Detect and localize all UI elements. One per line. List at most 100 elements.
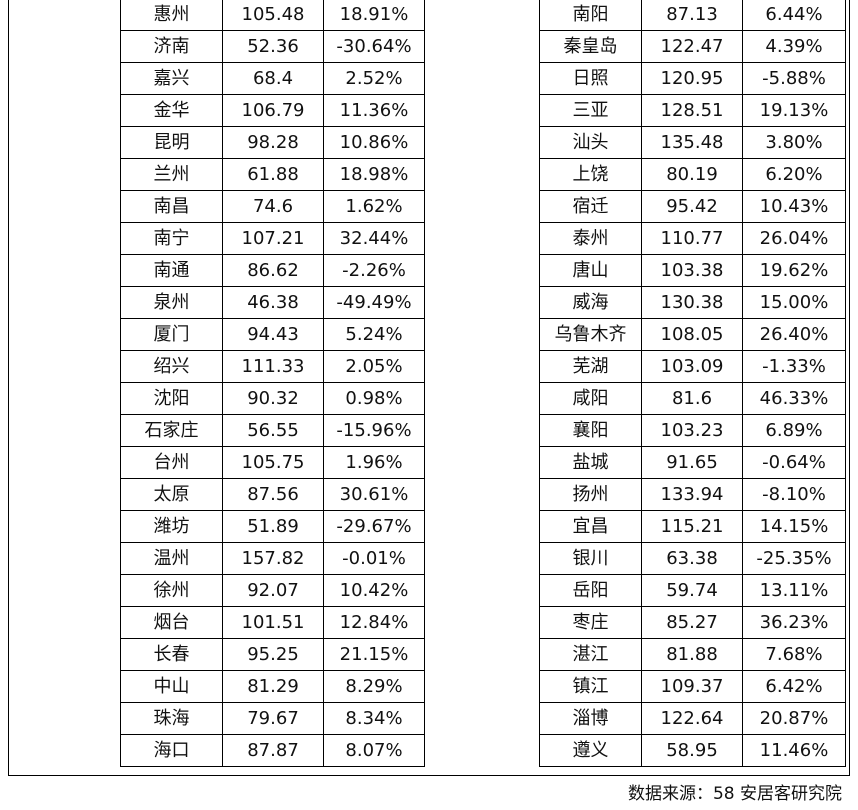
change-cell: -0.64% xyxy=(742,446,846,479)
city-cell: 南通 xyxy=(120,254,223,287)
price-cell: 110.77 xyxy=(641,222,743,255)
change-cell: 11.46% xyxy=(742,734,846,767)
city-cell: 嘉兴 xyxy=(120,62,223,95)
price-cell: 98.28 xyxy=(222,126,324,159)
table-row: 石家庄 56.55 -15.96% xyxy=(120,414,425,447)
data-source-note: 数据来源：58 安居客研究院 xyxy=(627,784,842,804)
table-frame xyxy=(8,0,850,776)
price-cell: 111.33 xyxy=(222,350,324,383)
change-cell: 0.98% xyxy=(323,382,425,415)
change-cell: 4.39% xyxy=(742,30,846,63)
price-cell: 92.07 xyxy=(222,574,324,607)
table-row: 襄阳 103.23 6.89% xyxy=(539,414,846,447)
table-row: 南宁 107.21 32.44% xyxy=(120,222,425,255)
city-cell: 昆明 xyxy=(120,126,223,159)
city-cell: 南宁 xyxy=(120,222,223,255)
table-row: 盐城 91.65 -0.64% xyxy=(539,446,846,479)
table-row: 上饶 80.19 6.20% xyxy=(539,158,846,191)
table-row: 乌鲁木齐 108.05 26.40% xyxy=(539,318,846,351)
city-cell: 三亚 xyxy=(539,94,642,127)
change-cell: 14.15% xyxy=(742,510,846,543)
change-cell: 6.20% xyxy=(742,158,846,191)
price-cell: 87.87 xyxy=(222,734,324,767)
change-cell: 21.15% xyxy=(323,638,425,671)
table-row: 烟台 101.51 12.84% xyxy=(120,606,425,639)
change-cell: 10.43% xyxy=(742,190,846,223)
table-row: 威海 130.38 15.00% xyxy=(539,286,846,319)
price-cell: 87.56 xyxy=(222,478,324,511)
change-cell: 6.89% xyxy=(742,414,846,447)
price-cell: 85.27 xyxy=(641,606,743,639)
city-cell: 徐州 xyxy=(120,574,223,607)
change-cell: 19.13% xyxy=(742,94,846,127)
city-cell: 金华 xyxy=(120,94,223,127)
price-cell: 95.25 xyxy=(222,638,324,671)
price-cell: 133.94 xyxy=(641,478,743,511)
table-row: 芜湖 103.09 -1.33% xyxy=(539,350,846,383)
city-cell: 遵义 xyxy=(539,734,642,767)
city-cell: 珠海 xyxy=(120,702,223,735)
city-cell: 威海 xyxy=(539,286,642,319)
table-row: 扬州 133.94 -8.10% xyxy=(539,478,846,511)
city-cell: 沈阳 xyxy=(120,382,223,415)
change-cell: -0.01% xyxy=(323,542,425,575)
price-cell: 128.51 xyxy=(641,94,743,127)
table-row: 南昌 74.6 1.62% xyxy=(120,190,425,223)
city-cell: 上饶 xyxy=(539,158,642,191)
change-cell: 11.36% xyxy=(323,94,425,127)
price-cell: 86.62 xyxy=(222,254,324,287)
price-cell: 90.32 xyxy=(222,382,324,415)
city-table-left: 惠州 105.48 18.91% 济南 52.36 -30.64% 嘉兴 68.4 2.52% 金… xyxy=(120,0,425,767)
change-cell: 5.24% xyxy=(323,318,425,351)
table-row: 泉州 46.38 -49.49% xyxy=(120,286,425,319)
city-cell: 济南 xyxy=(120,30,223,63)
change-cell: 19.62% xyxy=(742,254,846,287)
change-cell: 1.96% xyxy=(323,446,425,479)
table-row: 温州 157.82 -0.01% xyxy=(120,542,425,575)
price-cell: 120.95 xyxy=(641,62,743,95)
city-cell: 淄博 xyxy=(539,702,642,735)
city-cell: 兰州 xyxy=(120,158,223,191)
price-cell: 106.79 xyxy=(222,94,324,127)
city-cell: 汕头 xyxy=(539,126,642,159)
price-cell: 122.64 xyxy=(641,702,743,735)
change-cell: 30.61% xyxy=(323,478,425,511)
table-row: 宿迁 95.42 10.43% xyxy=(539,190,846,223)
city-cell: 岳阳 xyxy=(539,574,642,607)
city-cell: 惠州 xyxy=(120,0,223,31)
city-table-right: 南阳 87.13 6.44% 秦皇岛 122.47 4.39% 日照 120.95 -5.88%… xyxy=(539,0,846,767)
table-row: 台州 105.75 1.96% xyxy=(120,446,425,479)
price-cell: 115.21 xyxy=(641,510,743,543)
price-cell: 74.6 xyxy=(222,190,324,223)
change-cell: -5.88% xyxy=(742,62,846,95)
price-cell: 105.75 xyxy=(222,446,324,479)
change-cell: 26.04% xyxy=(742,222,846,255)
city-cell: 潍坊 xyxy=(120,510,223,543)
city-cell: 南阳 xyxy=(539,0,642,31)
city-cell: 宿迁 xyxy=(539,190,642,223)
price-cell: 103.09 xyxy=(641,350,743,383)
city-cell: 海口 xyxy=(120,734,223,767)
table-row: 惠州 105.48 18.91% xyxy=(120,0,425,31)
city-cell: 温州 xyxy=(120,542,223,575)
city-cell: 镇江 xyxy=(539,670,642,703)
price-cell: 122.47 xyxy=(641,30,743,63)
price-cell: 95.42 xyxy=(641,190,743,223)
city-cell: 芜湖 xyxy=(539,350,642,383)
change-cell: 8.07% xyxy=(323,734,425,767)
price-cell: 103.23 xyxy=(641,414,743,447)
city-cell: 厦门 xyxy=(120,318,223,351)
city-cell: 日照 xyxy=(539,62,642,95)
price-cell: 135.48 xyxy=(641,126,743,159)
city-cell: 石家庄 xyxy=(120,414,223,447)
table-row: 金华 106.79 11.36% xyxy=(120,94,425,127)
change-cell: 18.91% xyxy=(323,0,425,31)
price-cell: 130.38 xyxy=(641,286,743,319)
price-cell: 107.21 xyxy=(222,222,324,255)
table-row: 银川 63.38 -25.35% xyxy=(539,542,846,575)
table-row: 海口 87.87 8.07% xyxy=(120,734,425,767)
change-cell: 2.05% xyxy=(323,350,425,383)
table-row: 唐山 103.38 19.62% xyxy=(539,254,846,287)
change-cell: -29.67% xyxy=(323,510,425,543)
table-row: 兰州 61.88 18.98% xyxy=(120,158,425,191)
